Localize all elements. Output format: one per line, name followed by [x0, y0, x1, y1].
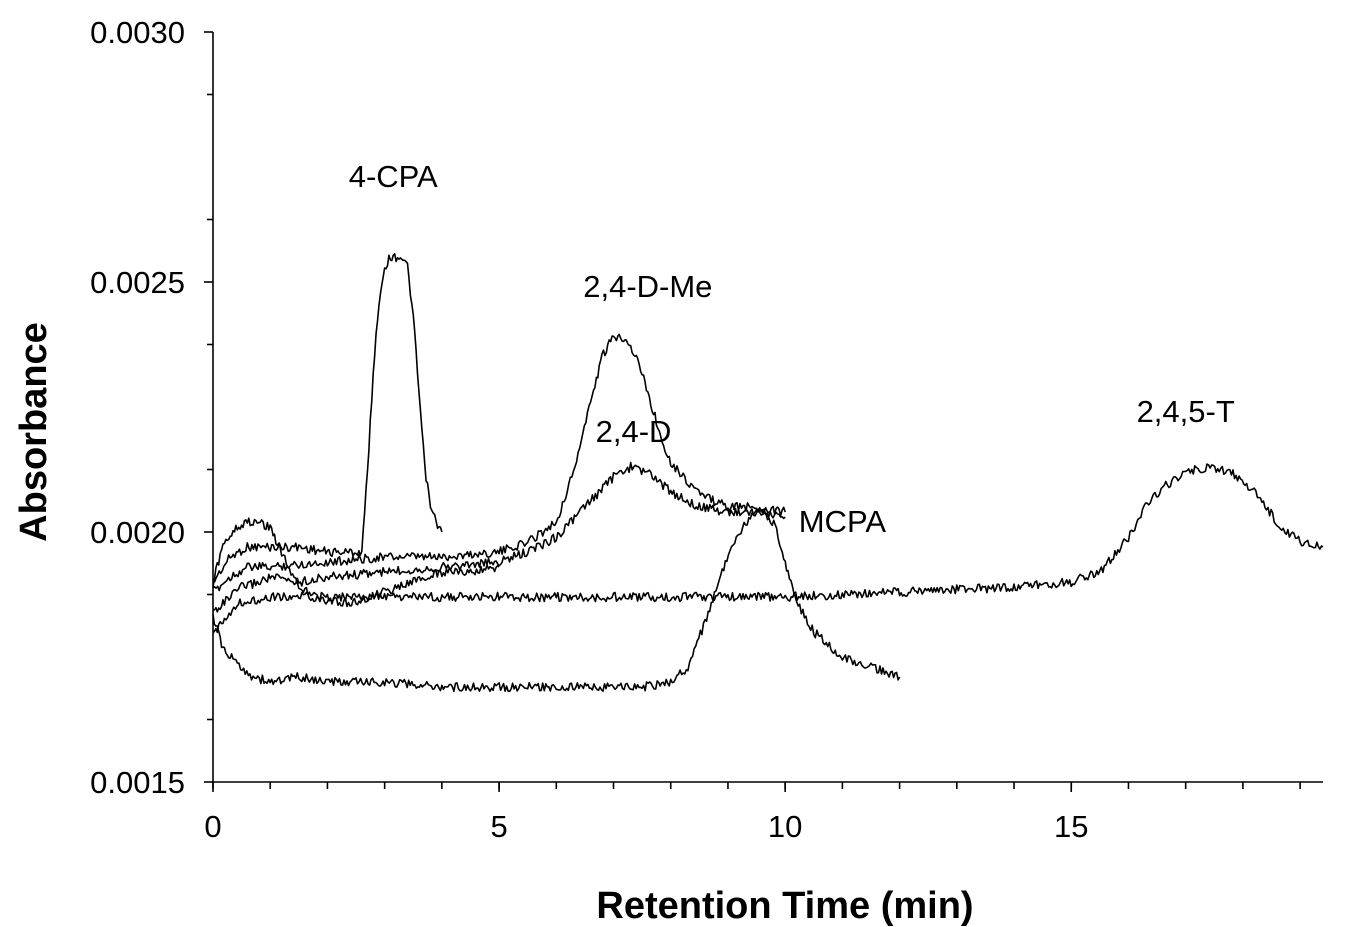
x-tick-label: 10	[768, 809, 802, 844]
axis-ticks: 0.0015 0.0020 0.0025 0.0030 0 5 10 15	[90, 15, 1301, 844]
peak-annotations: 4-CPA 2,4-D-Me 2,4-D MCPA 2,4,5-T	[349, 159, 1235, 539]
x-tick-label: 5	[490, 809, 507, 844]
trace-mcpa	[212, 509, 901, 693]
peak-label: 4-CPA	[349, 159, 438, 194]
y-tick-label: 0.0025	[90, 265, 185, 300]
x-tick-label: 0	[204, 809, 221, 844]
trace-4-cpa	[212, 253, 443, 583]
trace-2-4-d	[212, 461, 786, 613]
peak-label: MCPA	[799, 504, 887, 539]
y-axis-title: Absorbance	[13, 322, 55, 542]
peak-label: 2,4-D	[596, 414, 672, 449]
peak-label: 2,4,5-T	[1137, 394, 1235, 429]
y-tick-label: 0.0020	[90, 515, 185, 550]
trace-2-4-d-me	[212, 333, 786, 592]
x-axis-title: Retention Time (min)	[596, 885, 973, 927]
axes	[212, 32, 1323, 783]
chromatogram-traces	[212, 253, 1324, 693]
trace-early-bump	[212, 517, 500, 608]
x-tick-label: 15	[1054, 809, 1088, 844]
trace-2-4-5-t	[212, 463, 1324, 634]
peak-label: 2,4-D-Me	[583, 269, 712, 304]
y-tick-label: 0.0015	[90, 765, 185, 800]
y-tick-label: 0.0030	[90, 15, 185, 50]
